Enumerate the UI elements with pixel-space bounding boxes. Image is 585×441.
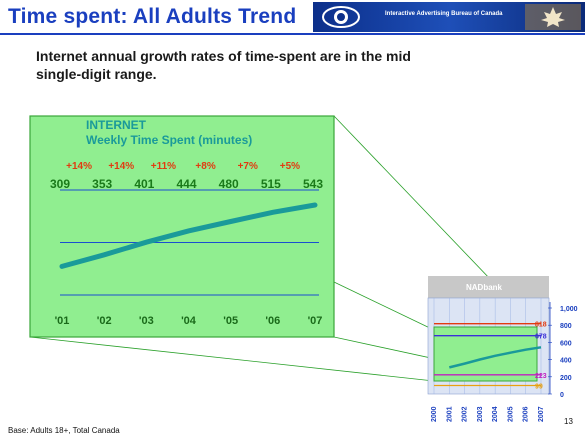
growth-label: +5% bbox=[280, 161, 300, 172]
mini-y-tick-label: 0 bbox=[560, 392, 564, 399]
mini-series-label: 99 bbox=[535, 383, 543, 390]
mini-x-tick-label: 2002 bbox=[462, 406, 469, 422]
maple-leaf-icon bbox=[525, 4, 581, 30]
value-label: 401 bbox=[134, 177, 154, 191]
x-tick-label: '06 bbox=[265, 315, 280, 327]
internet-chart-panel bbox=[29, 115, 335, 338]
header-divider bbox=[0, 33, 585, 35]
connector-right-mid bbox=[333, 281, 435, 331]
mini-series-label: 678 bbox=[535, 334, 547, 341]
mini-y-tick-label: 200 bbox=[560, 375, 572, 382]
slide-subtitle: Internet annual growth rates of time-spe… bbox=[36, 48, 411, 82]
connector-bottom-left bbox=[29, 336, 435, 382]
mini-x-tick-label: 2001 bbox=[446, 406, 453, 422]
mini-series-line bbox=[448, 346, 542, 369]
mini-x-tick-label: 2003 bbox=[477, 406, 484, 422]
growth-label: +11% bbox=[151, 161, 176, 172]
page-number: 13 bbox=[564, 417, 573, 426]
growth-label: +14% bbox=[108, 161, 134, 172]
nadbank-chart-header bbox=[428, 276, 549, 298]
value-label: 543 bbox=[303, 177, 323, 191]
nadbank-chart-title: NADbank bbox=[466, 283, 503, 292]
iab-banner: Interactive Advertising Bureau of Canada bbox=[313, 2, 585, 32]
value-label: 515 bbox=[261, 177, 281, 191]
mini-x-tick-label: 2005 bbox=[507, 406, 514, 422]
mini-series-label: 818 bbox=[535, 322, 547, 329]
x-tick-label: '01 bbox=[55, 315, 70, 327]
internet-chart-subtitle: Weekly Time Spent (minutes) bbox=[86, 133, 252, 147]
internet-chart-title: INTERNET bbox=[86, 118, 147, 132]
internet-series-line bbox=[59, 202, 318, 269]
banner-org-name: Interactive Advertising Bureau of Canada bbox=[385, 11, 503, 17]
mini-series-label: 223 bbox=[535, 373, 547, 380]
value-label: 444 bbox=[176, 177, 196, 191]
growth-label: +8% bbox=[195, 161, 215, 172]
x-tick-label: '05 bbox=[223, 315, 238, 327]
footnote: Base: Adults 18+, Total Canada bbox=[8, 426, 120, 435]
x-tick-label: '04 bbox=[181, 315, 197, 327]
x-tick-label: '03 bbox=[139, 315, 154, 327]
mini-x-tick-label: 2000 bbox=[431, 406, 438, 422]
eye-logo-icon bbox=[322, 6, 360, 28]
mini-y-tick-label: 800 bbox=[560, 323, 572, 330]
nadbank-chart: NADbank 0 200 400 600 800 1,000 2000 2001 2002 2… bbox=[427, 276, 578, 422]
growth-label: +7% bbox=[238, 161, 258, 172]
page-title: Time spent: All Adults Trend bbox=[8, 5, 297, 28]
x-tick-label: '07 bbox=[308, 315, 323, 327]
mini-y-tick-label: 1,000 bbox=[560, 306, 578, 313]
mini-x-tick-label: 2006 bbox=[523, 406, 530, 422]
internet-chart: INTERNET Weekly Time Spent (minutes) +14… bbox=[29, 115, 335, 338]
x-tick-label: '02 bbox=[97, 315, 112, 327]
mini-x-tick-label: 2004 bbox=[492, 406, 499, 422]
value-label: 353 bbox=[92, 177, 112, 191]
value-label: 309 bbox=[50, 177, 70, 191]
mini-y-tick-label: 400 bbox=[560, 358, 572, 365]
growth-label: +14% bbox=[66, 161, 92, 172]
mini-x-tick-label: 2007 bbox=[538, 406, 545, 422]
value-label: 480 bbox=[219, 177, 239, 191]
mini-y-tick-label: 600 bbox=[560, 340, 572, 347]
